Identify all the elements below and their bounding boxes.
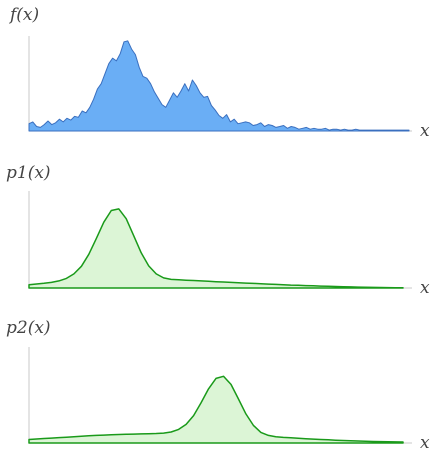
panel-p1: p1(x) x — [6, 163, 430, 298]
p2-area-series — [28, 375, 404, 444]
f-y-axis-label: f(x) — [8, 5, 39, 25]
p1-area-series — [28, 208, 404, 289]
panel-f: f(x) x — [8, 5, 430, 141]
f-area-series — [28, 40, 410, 132]
p1-y-axis-label: p1(x) — [6, 163, 51, 183]
panel-p2: p2(x) x — [6, 318, 430, 453]
p2-x-axis-label: x — [420, 433, 430, 453]
f-x-axis-label: x — [420, 121, 430, 141]
p2-y-axis-label: p2(x) — [6, 318, 51, 338]
p1-x-axis-label: x — [420, 278, 430, 298]
